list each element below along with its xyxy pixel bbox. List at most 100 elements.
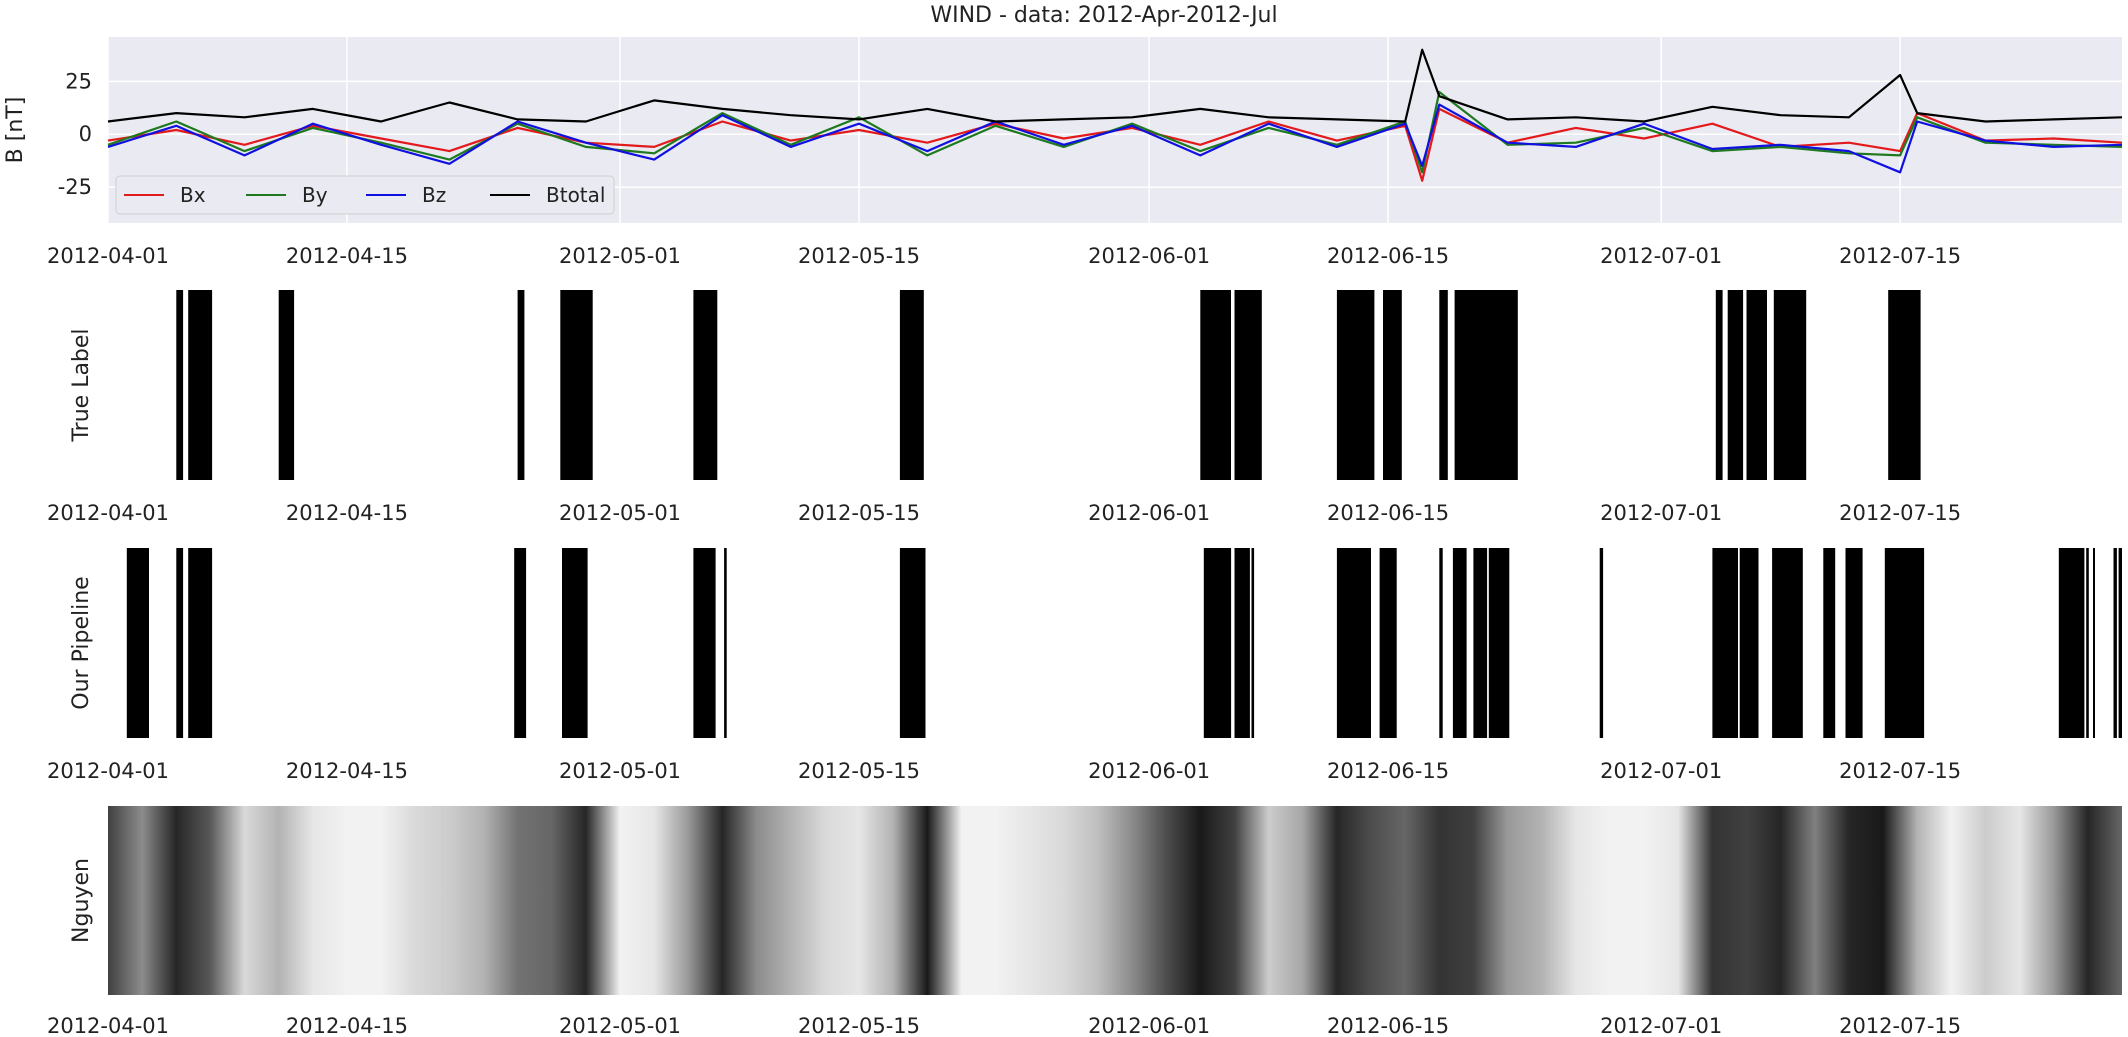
x-tick-label: 2012-07-15 [1839,759,1961,783]
x-tick-label: 2012-05-01 [559,501,681,525]
series-line-btotal [107,48,2123,123]
x-tick-label: 2012-06-15 [1327,1014,1449,1037]
event-bar [1727,290,1744,480]
x-tick-label: 2012-05-01 [559,244,681,268]
legend-box [115,175,615,215]
y-tick-label: -25 [58,175,92,199]
event-bar [126,548,149,738]
x-tick-label: 2012-04-01 [47,501,169,525]
legend: Bx By Bz Btotal [115,175,615,215]
event-bar [1823,548,1836,738]
series-line-by [107,90,2123,174]
event-bar [1845,548,1863,738]
y-tick-label: 25 [65,69,92,93]
chart-title: WIND - data: 2012-Apr-2012-Jul [930,3,1277,28]
x-tick-label: 2012-04-01 [47,244,169,268]
magnetic-field-panel: B [nT] 2012-04-01 2012-04-15 2012-05-01 2012… [3,37,2123,268]
x-tick-label: 2012-07-01 [1600,501,1722,525]
x-tick-label: 2012-05-15 [798,1014,920,1037]
x-tick-label: 2012-06-15 [1327,759,1449,783]
event-bar [1200,290,1231,480]
event-bar [899,548,926,738]
x-tick-label: 2012-07-01 [1600,759,1722,783]
event-bar [724,548,727,738]
x-tick-label: 2012-06-15 [1327,244,1449,268]
x-tick-label: 2012-07-15 [1839,501,1961,525]
x-tick-label: 2012-04-15 [286,1014,408,1037]
x-tick-label: 2012-06-01 [1088,244,1210,268]
legend-entry: By [302,183,328,207]
y-axis-label: B [nT] [3,97,28,164]
x-tick-label: 2012-07-15 [1839,1014,1961,1037]
x-tick-label: 2012-05-01 [559,759,681,783]
x-tick-label: 2012-04-15 [286,759,408,783]
event-bar [2093,548,2095,738]
x-tick-label: 2012-07-15 [1839,244,1961,268]
legend-entry: Bz [422,183,446,207]
x-tick-label: 2012-04-15 [286,244,408,268]
x-tick-label: 2012-05-01 [559,1014,681,1037]
event-bar [1746,290,1767,480]
event-bar [1773,290,1807,480]
event-bar [693,290,718,480]
event-bar [1203,548,1232,738]
event-bar [188,290,213,480]
event-bar [1383,290,1402,480]
x-tick-label: 2012-04-01 [47,1014,169,1037]
event-bar [1336,290,1375,480]
event-bar [1712,548,1738,738]
event-bar [2113,548,2117,738]
x-tick-label: 2012-07-01 [1600,1014,1722,1037]
event-bar [2086,548,2089,738]
y-axis-label: Our Pipeline [69,576,94,709]
event-bar [1454,290,1518,480]
event-bar [1473,548,1488,738]
event-bar [1234,548,1250,738]
x-tick-label: 2012-05-15 [798,501,920,525]
our-pipeline-panel: Our Pipeline 2012-04-01 2012-04-15 2012-05-… [47,548,2122,783]
x-tick-label: 2012-06-01 [1088,759,1210,783]
event-bar [1379,548,1397,738]
event-bar [693,548,716,738]
event-bar [514,548,527,738]
x-tick-label: 2012-04-01 [47,759,169,783]
x-tick-label: 2012-06-15 [1327,501,1449,525]
event-bar [1884,548,1925,738]
event-bar [1234,290,1262,480]
event-bar [1888,290,1921,480]
x-tick-label: 2012-04-15 [286,501,408,525]
x-tick-label: 2012-06-01 [1088,501,1210,525]
event-bar [1251,548,1255,738]
event-bar [1439,548,1443,738]
event-bar [2118,548,2122,738]
event-bar [278,290,295,480]
x-tick-label: 2012-05-15 [798,759,920,783]
legend-entry: Btotal [546,183,605,207]
legend-entry: Bx [180,183,206,207]
y-axis-label: True Label [69,328,94,442]
x-tick-label: 2012-05-15 [798,244,920,268]
event-bar [1739,548,1759,738]
event-bar [1715,290,1723,480]
intensity-band [108,806,2122,995]
true-label-panel: True Label 2012-04-01 2012-04-15 2012-05-01… [47,290,1961,525]
event-bar [1452,548,1467,738]
event-bar [1772,548,1803,738]
event-bar [560,290,593,480]
event-bar [1439,290,1448,480]
event-bar [899,290,924,480]
series-line-bx [107,107,2123,182]
event-bar [1488,548,1510,738]
event-bar [562,548,588,738]
y-axis-label: Nguyen [69,858,94,943]
nguyen-panel: Nguyen 2012-04-01 2012-04-15 2012-05-01 2012… [47,806,2123,1037]
event-bar [1599,548,1604,738]
y-tick-label: 0 [79,122,92,146]
x-tick-label: 2012-06-01 [1088,1014,1210,1037]
event-bar [188,548,213,738]
intensity-cell [2122,806,2123,995]
event-bar [176,548,184,738]
event-bar [517,290,525,480]
series-line-bz [107,103,2123,174]
